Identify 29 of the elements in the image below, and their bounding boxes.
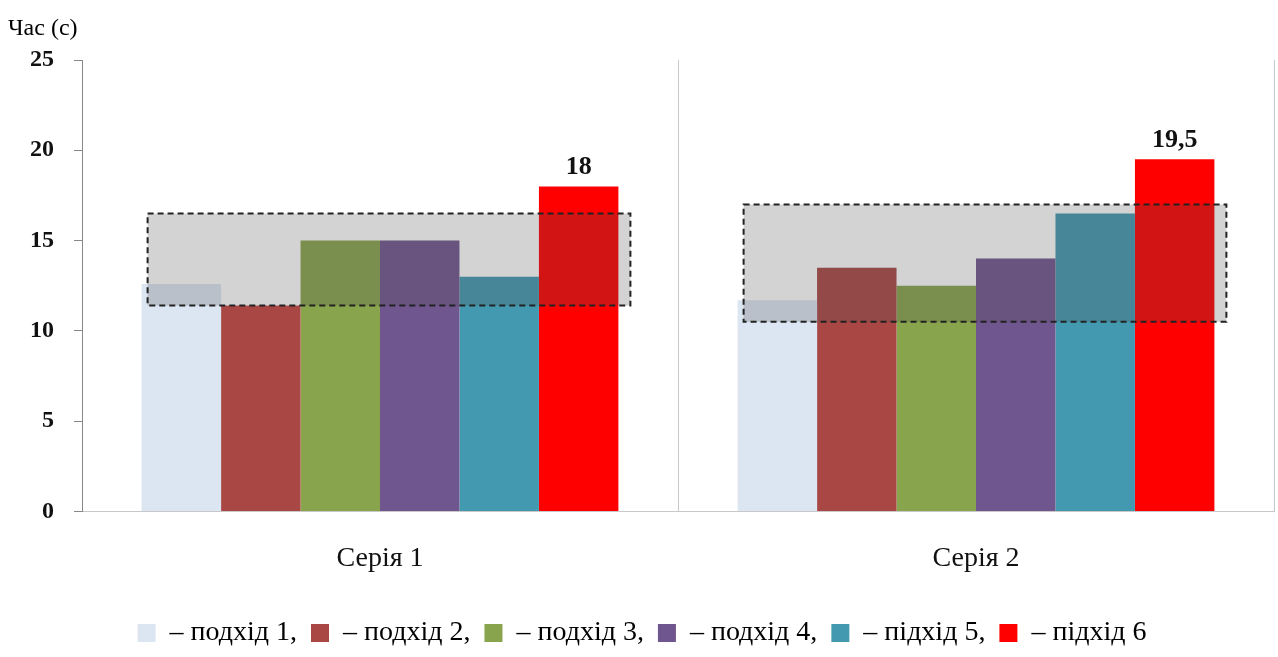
- y-tick-label: 25: [30, 45, 54, 72]
- y-tick-label: 20: [30, 135, 54, 162]
- x-tick-label: Серія 1: [336, 540, 424, 572]
- bar: [1134, 159, 1215, 511]
- bar: [459, 276, 539, 511]
- bar: [817, 267, 897, 511]
- y-tick-label: 0: [42, 496, 54, 523]
- data-label: 19,5: [1151, 124, 1198, 154]
- y-tick-label: 5: [42, 406, 54, 433]
- bar: [976, 258, 1056, 511]
- y-tick-label: 15: [30, 225, 54, 252]
- bar: [300, 240, 380, 511]
- bar: [1055, 213, 1135, 511]
- x-tick-label: Серія 2: [932, 540, 1020, 572]
- y-axis-title: Час (с): [8, 14, 78, 41]
- legend-label: – підхід 6: [1030, 615, 1147, 647]
- bar: [221, 305, 301, 511]
- legend-label: – подхід 3,: [515, 615, 644, 647]
- bar: [896, 285, 976, 511]
- legend-label: – подхід 2,: [342, 615, 471, 647]
- legend-label: – підхід 5,: [862, 615, 986, 647]
- legend-label: – подхід 1,: [168, 615, 298, 647]
- bar: [538, 186, 619, 511]
- legend-label: – подхід 4,: [688, 615, 818, 647]
- y-tick-label: 10: [30, 316, 54, 343]
- bar: [141, 283, 222, 511]
- data-label: 18: [565, 151, 592, 181]
- bar: [380, 240, 460, 511]
- bar: [737, 300, 818, 511]
